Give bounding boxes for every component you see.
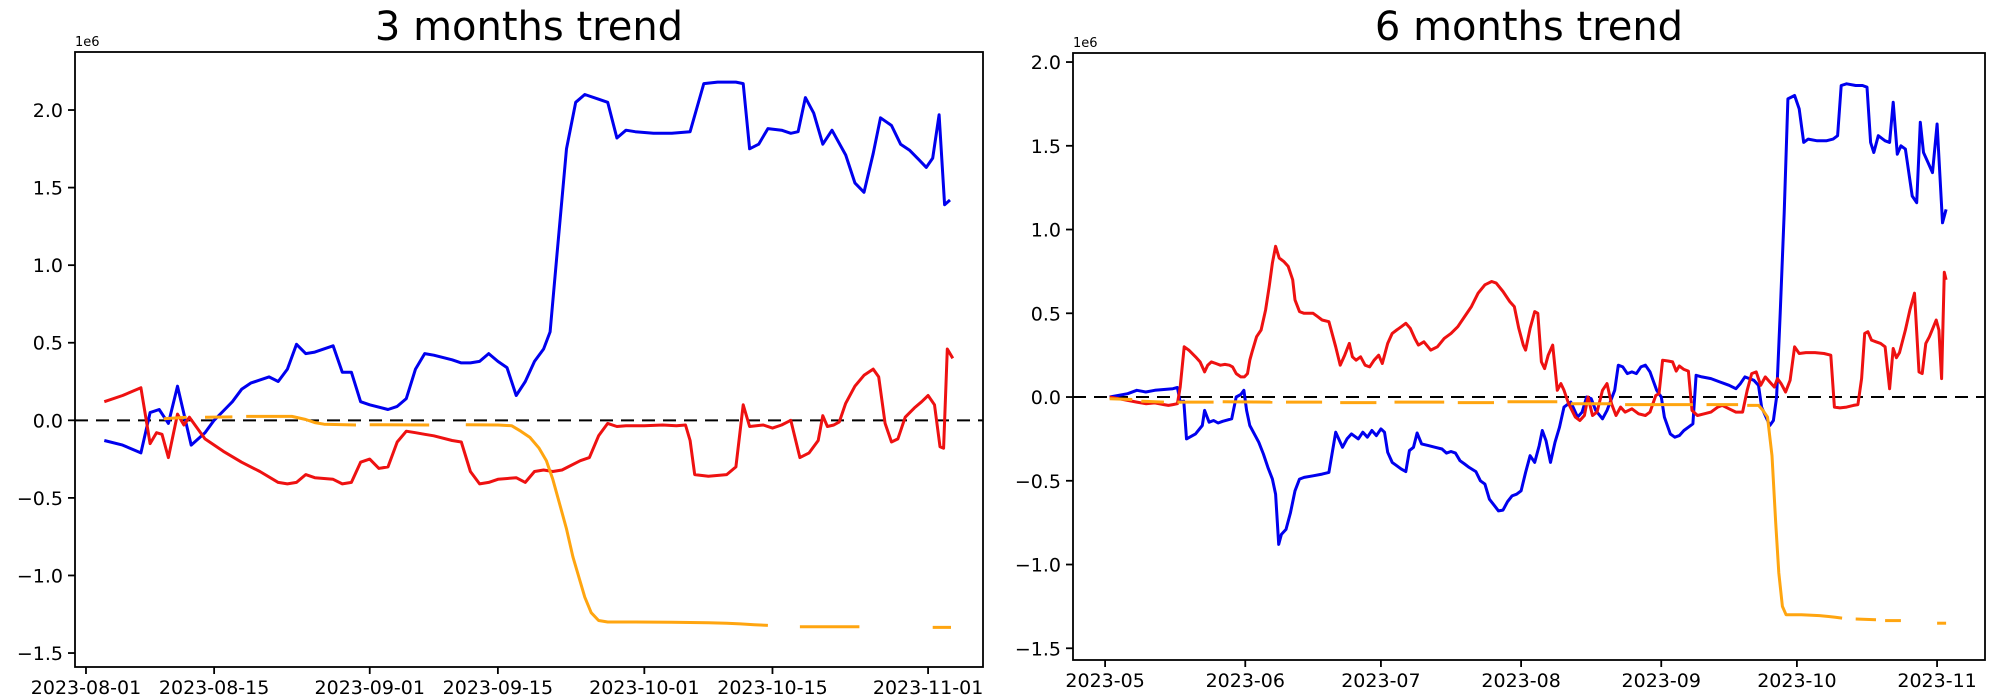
- x-axis-tick-label: 2023-08: [1481, 670, 1560, 692]
- series-red-line: [103, 347, 955, 486]
- series-blue-line: [1109, 82, 1948, 546]
- series-red-line: [1109, 244, 1948, 422]
- x-axis-tick-label: 2023-10-01: [589, 677, 699, 699]
- x-axis-tick-label: 2023-11: [1897, 670, 1976, 692]
- x-axis-tick-label: 2023-08-01: [31, 677, 141, 699]
- y-axis-tick-label: 1.5: [1031, 136, 1061, 158]
- y-axis-tick-label: −1.5: [17, 643, 63, 665]
- series-blue-line: [103, 80, 951, 455]
- series-orange-line: [163, 415, 187, 421]
- chart-title-right: 6 months trend: [1375, 4, 1683, 50]
- y-axis-offset-label-left: 1e6: [75, 35, 100, 50]
- x-axis-tick-label: 2023-10: [1757, 670, 1836, 692]
- axes-frame: [74, 51, 984, 668]
- plot-area-left: 2023-08-01 2023-08-15 2023-09-01 2023-09-15…: [17, 51, 984, 699]
- y-axis-tick-label: −0.5: [17, 488, 63, 510]
- x-axis-tick-label: 2023-06: [1206, 670, 1285, 692]
- axes-frame: [1072, 52, 1986, 661]
- x-axis-tick-label: 2023-09: [1622, 670, 1701, 692]
- y-axis-tick-label: 0.0: [33, 410, 63, 432]
- series-orange-line: [465, 423, 768, 627]
- y-axis-tick-label: 1.0: [1031, 220, 1061, 242]
- x-axis-tick-label: 2023-11-01: [873, 677, 983, 699]
- x-axis-tick-label: 2023-08-15: [159, 677, 269, 699]
- y-axis-tick-label: 0.5: [33, 333, 63, 355]
- x-axis-tick-label: 2023-09-15: [443, 677, 553, 699]
- chart-6-months-trend: 6 months trend 1e6 2023-05 2023-06 2023-07…: [1015, 4, 1986, 692]
- series-orange-line: [1141, 399, 1164, 404]
- series-orange-line: [246, 414, 357, 427]
- x-axis-tick-label: 2023-10-15: [717, 677, 827, 699]
- y-axis-tick-label: 1.0: [33, 255, 63, 277]
- y-axis-tick-label: 0.5: [1031, 303, 1061, 325]
- y-axis-tick-label: 2.0: [1031, 52, 1061, 74]
- x-axis-tick-label: 2023-07: [1341, 670, 1420, 692]
- y-axis-tick-label: −1.0: [17, 565, 63, 587]
- y-axis-tick-label: 2.0: [33, 100, 63, 122]
- series-orange-line: [1747, 403, 1843, 620]
- chart-3-months-trend: 3 months trend 1e6 2023-08-01 2023-08-15 2…: [17, 4, 984, 699]
- x-axis-tick-label: 2023-05: [1065, 670, 1144, 692]
- y-axis-offset-label-right: 1e6: [1073, 36, 1098, 51]
- y-axis-tick-label: 1.5: [33, 178, 63, 200]
- series-orange-line: [1855, 617, 1877, 622]
- x-axis-tick-label: 2023-09-01: [315, 677, 425, 699]
- plot-area-right: 2023-05 2023-06 2023-07 2023-08 2023-09 2023-…: [1015, 52, 1986, 692]
- y-axis-tick-label: 0.0: [1031, 387, 1061, 409]
- series-orange-line: [1109, 397, 1133, 401]
- chart-title-left: 3 months trend: [375, 4, 683, 50]
- y-axis-tick-label: −1.0: [1015, 555, 1061, 577]
- y-axis-tick-label: −1.5: [1015, 638, 1061, 660]
- y-axis-tick-label: −0.5: [1015, 471, 1061, 493]
